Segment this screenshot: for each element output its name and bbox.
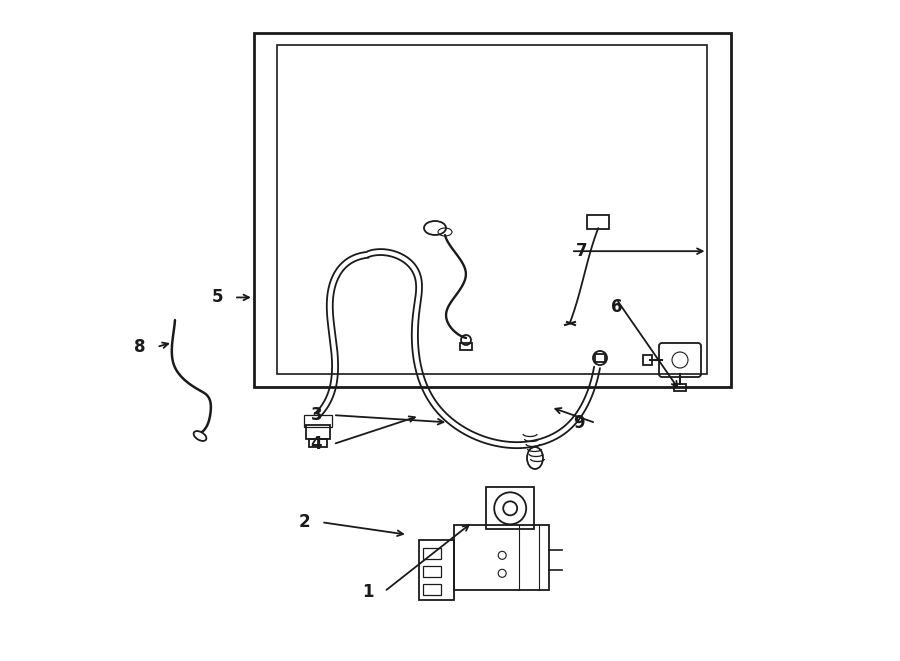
- Text: 6: 6: [611, 298, 622, 317]
- Bar: [454, 525, 549, 590]
- Text: 4: 4: [310, 435, 322, 453]
- Bar: [486, 487, 535, 529]
- Text: 2: 2: [299, 513, 310, 531]
- Bar: [309, 439, 327, 447]
- Text: 9: 9: [573, 414, 585, 432]
- Text: 1: 1: [362, 582, 374, 601]
- Bar: [423, 566, 441, 577]
- Bar: [277, 45, 707, 374]
- Text: 7: 7: [576, 242, 588, 260]
- Bar: [460, 343, 472, 350]
- Bar: [423, 584, 441, 596]
- Bar: [304, 415, 332, 427]
- Bar: [254, 33, 731, 387]
- Bar: [419, 540, 454, 600]
- Text: 3: 3: [310, 406, 322, 424]
- Bar: [423, 549, 441, 559]
- Bar: [306, 425, 330, 439]
- Text: 5: 5: [212, 288, 223, 307]
- Text: 8: 8: [134, 338, 146, 356]
- Bar: [643, 355, 652, 365]
- Bar: [674, 384, 686, 391]
- Bar: [595, 354, 605, 362]
- Bar: [587, 215, 609, 229]
